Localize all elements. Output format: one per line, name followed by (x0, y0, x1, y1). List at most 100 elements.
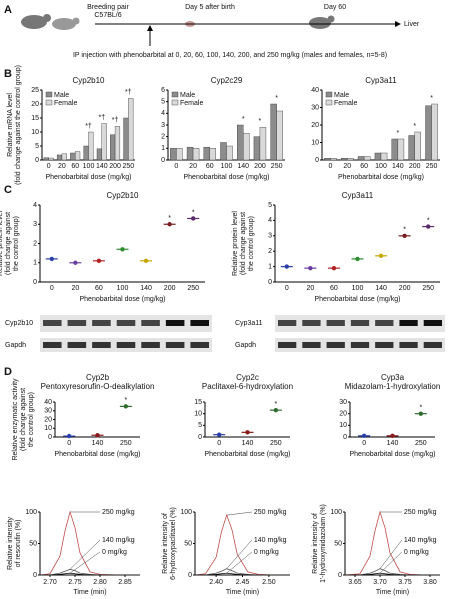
x-tick-label: 3.70 (373, 579, 387, 586)
x-axis-label: Phenobarbital dose (mg/kg) (205, 451, 291, 458)
x-tick-label: 140 (375, 285, 387, 292)
annotation: 0 mg/kg (254, 549, 279, 556)
bar (70, 152, 76, 161)
y-tick-label: 0 (33, 279, 37, 286)
y-tick-label: 3 (33, 221, 37, 228)
chart-title: Cyp2b (86, 373, 110, 382)
x-tick-label: 200 (164, 285, 176, 292)
y-tick-label: 5 (35, 143, 39, 150)
y-tick-label: 0 (338, 572, 342, 579)
bar (192, 148, 200, 161)
y-tick-label: 1 (33, 260, 37, 267)
blot-band (190, 342, 209, 348)
bar (380, 152, 388, 161)
y-tick-label: 15 (194, 399, 202, 406)
x-tick-label: 20 (343, 163, 351, 170)
dot (390, 433, 395, 439)
significance: * (168, 215, 171, 222)
x-tick-label: 60 (95, 285, 103, 292)
x-tick-label: 100 (117, 285, 129, 292)
y-tick-label: 3 (161, 122, 165, 129)
dot (123, 404, 129, 409)
annotation: 140 mg/kg (102, 537, 135, 544)
blot-band (375, 320, 394, 326)
dot (355, 256, 360, 262)
bar (243, 132, 250, 161)
line-series (195, 568, 290, 576)
bar (324, 158, 331, 161)
bar (101, 123, 107, 161)
dot (361, 433, 367, 439)
chart-title: Cyp2c (236, 373, 259, 382)
bar (347, 158, 354, 161)
annotation-arrow (226, 551, 253, 574)
y-tick-label: 1 (161, 145, 165, 152)
dot (191, 216, 196, 221)
significance: * (242, 116, 245, 123)
y-axis-label: Relative mRNA level (7, 93, 14, 157)
y-axis-label: Relative intensity of (312, 513, 319, 574)
bar (259, 127, 267, 161)
y-tick-label: 0 (268, 279, 272, 286)
dot (284, 264, 289, 269)
blot-band (399, 342, 418, 348)
bar (43, 157, 49, 161)
y-tick-label: 20 (339, 411, 347, 418)
y-tick-label: 0 (48, 434, 52, 441)
y-tick-label: 0 (35, 157, 39, 164)
chart-title: Cyp2b10 (72, 76, 105, 85)
dot (167, 222, 172, 227)
y-tick-label: 30 (339, 399, 347, 406)
dot (73, 260, 78, 265)
y-axis-label: Relative intensity of (162, 513, 169, 574)
blot-band (92, 320, 111, 326)
bar (75, 151, 81, 161)
y-axis-label: Relative protein level (232, 211, 239, 276)
y-tick-label: 20 (31, 101, 39, 108)
bar (110, 134, 116, 161)
bar (414, 131, 421, 161)
legend-label: Male (54, 92, 69, 99)
dot (120, 247, 125, 252)
bar (374, 152, 382, 161)
bar (123, 117, 129, 161)
significance: * (275, 95, 278, 102)
y-tick-label: 0 (343, 434, 347, 441)
mice (21, 14, 335, 30)
bar (431, 103, 438, 161)
significance: * (427, 217, 430, 224)
blot-band (190, 320, 209, 326)
y-tick-label: 40 (311, 87, 319, 94)
annotation-arrow (226, 539, 253, 569)
chart-title: Cyp2b10 (106, 191, 139, 200)
y-tick-label: 20 (44, 416, 52, 423)
bar (83, 145, 89, 161)
blot-band (278, 320, 297, 326)
y-tick-label: 100 (330, 509, 342, 516)
blot-band (67, 342, 87, 348)
dot (95, 433, 100, 438)
blot-band (423, 342, 442, 348)
y-tick-label: 25 (31, 87, 39, 94)
annotation: 0 mg/kg (102, 549, 127, 556)
y-axis-label: 1'-hydroxymidazolam (%) (320, 504, 327, 583)
blot-band (326, 320, 345, 326)
dot (418, 411, 424, 416)
chart-subtitle: Midazolam-1-hydroxylation (345, 382, 441, 391)
y-tick-label: 10 (339, 422, 347, 429)
legend-swatch (45, 99, 53, 106)
x-tick-label: 60 (330, 285, 338, 292)
significance: *† (98, 114, 105, 121)
annotation: 0 mg/kg (404, 549, 429, 556)
significance: * (396, 130, 399, 137)
y-tick-label: 20 (311, 122, 319, 129)
x-tick-label: 140 (92, 440, 104, 447)
line-series (344, 510, 440, 576)
x-tick-label: 200 (399, 285, 411, 292)
y-axis-label: the control group) (248, 216, 255, 271)
x-axis-label: Phenobarbital dose (mg/kg) (315, 296, 401, 303)
bar (186, 146, 194, 161)
blot-band (278, 342, 297, 348)
significance: * (419, 405, 422, 412)
bar (220, 142, 227, 161)
